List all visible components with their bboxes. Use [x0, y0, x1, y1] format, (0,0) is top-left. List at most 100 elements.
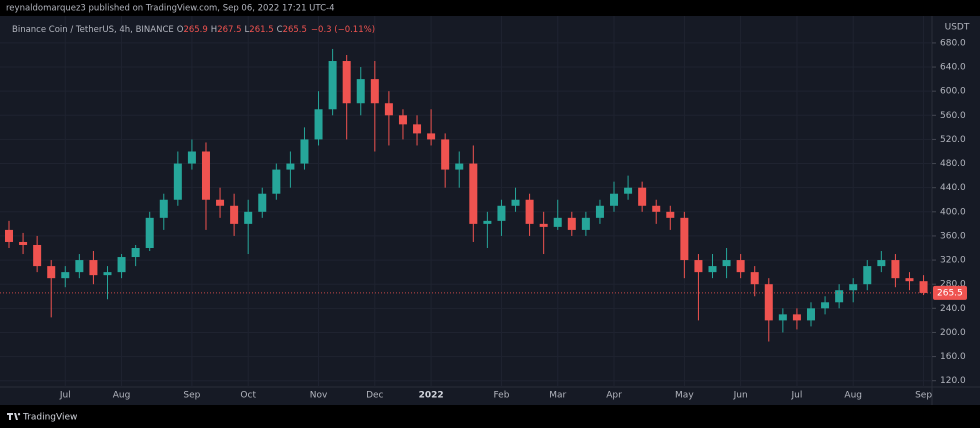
x-tick-label: Dec [366, 391, 383, 401]
candle-body [427, 133, 436, 140]
candle-body [792, 314, 801, 321]
x-tick-label: Feb [493, 391, 509, 401]
chart-bg [0, 16, 980, 405]
candle-body [919, 281, 928, 293]
candle-body [736, 260, 745, 273]
y-tick-label: 680.0 [940, 38, 966, 48]
candle-body [117, 257, 126, 273]
candle-body [47, 266, 56, 279]
candle-body [764, 284, 773, 321]
grid [0, 16, 932, 387]
candle-body [131, 248, 140, 258]
candle-body [595, 205, 604, 218]
x-tick-label: Nov [310, 391, 328, 401]
y-tick-label: 600.0 [940, 87, 966, 97]
x-tick-label: Apr [606, 391, 622, 401]
x-tick-label: 2022 [419, 391, 444, 401]
candle-body [567, 217, 576, 230]
candle-body [539, 223, 548, 227]
legend-key: C [277, 25, 283, 35]
candle-body [694, 260, 703, 273]
candle-body [398, 115, 407, 125]
x-tick-label: Jun [733, 391, 748, 401]
candle-body [216, 199, 225, 206]
candle-body [469, 163, 478, 224]
candle-body [666, 211, 675, 218]
y-tick-label: 360.0 [940, 231, 966, 241]
candle-body [877, 260, 886, 267]
candle-body [370, 79, 379, 104]
legend-key: H [211, 25, 217, 35]
legend-change: −0.3 (−0.11%) [311, 25, 375, 35]
legend-key: L [245, 25, 250, 35]
brand: TradingView [7, 413, 77, 423]
candles [5, 48, 928, 342]
candle-body [708, 266, 717, 273]
candle-body [610, 193, 619, 206]
brand-name: TradingView [22, 413, 77, 423]
candle-body [483, 220, 492, 224]
candle-body [624, 187, 633, 194]
candle-body [314, 109, 323, 140]
candle-body [525, 199, 534, 224]
candle-body [356, 79, 365, 104]
candle-body [230, 205, 239, 224]
x-tick-label: Oct [240, 391, 256, 401]
y-tick-label: 480.0 [940, 159, 966, 169]
candle-body [441, 139, 450, 170]
candle-body [272, 169, 281, 194]
candle-body [413, 124, 422, 134]
x-tick-label: May [675, 391, 694, 401]
candle-body [89, 260, 98, 276]
candle-body [455, 163, 464, 170]
y-tick-label: 440.0 [940, 183, 966, 193]
brand-logo [7, 413, 21, 420]
y-tick-label: 520.0 [940, 135, 966, 145]
candle-body [19, 241, 28, 245]
legend: Binance Coin / TetherUS, 4h, BINANCE O265… [12, 25, 375, 35]
candle-body [891, 260, 900, 279]
symbol: Binance Coin / TetherUS, 4h, BINANCE [12, 25, 174, 35]
candle-body [103, 272, 112, 276]
x-tick-label: Jul [59, 391, 71, 401]
candle-body [75, 260, 84, 273]
candle-body [258, 193, 267, 212]
x-tick-label: Aug [844, 391, 862, 401]
legend-key: O [177, 25, 184, 35]
y-tick-label: 280.0 [940, 280, 966, 290]
candle-body [863, 266, 872, 285]
candle-body [328, 61, 337, 110]
y-tick-label: 120.0 [940, 376, 966, 386]
last-price-box [933, 285, 967, 300]
candle-body [187, 151, 196, 164]
candle-body [806, 308, 815, 321]
x-tick-label: Jul [790, 391, 802, 401]
candle-body [159, 199, 168, 218]
y-tick-label: 160.0 [940, 352, 966, 362]
candle-body [33, 244, 42, 267]
last-price-label: 265.5 [937, 288, 963, 298]
y-tick-label: 240.0 [940, 304, 966, 314]
candle-body [511, 199, 520, 206]
candle-body [553, 217, 562, 227]
legend-value: 267.5 [217, 25, 241, 35]
candle-body [821, 302, 830, 309]
candle-body [680, 217, 689, 261]
candle-body [497, 205, 506, 221]
candle-body [638, 187, 647, 206]
candle-body [286, 163, 295, 170]
axis-unit: USDT [945, 23, 970, 33]
candle-body [722, 260, 731, 267]
x-tick-label: Mar [549, 391, 566, 401]
candle-body [849, 284, 858, 291]
y-tick-label: 320.0 [940, 256, 966, 266]
candle-body [300, 139, 309, 164]
candle-body [905, 278, 914, 282]
y-tick-label: 200.0 [940, 328, 966, 338]
candle-body [750, 272, 759, 285]
candle-body [652, 205, 661, 212]
candle-body [201, 151, 210, 200]
published-note: reynaldomarquez3 published on TradingVie… [6, 4, 335, 14]
x-tick-label: Sep [915, 391, 932, 401]
x-tick-label: Sep [183, 391, 200, 401]
